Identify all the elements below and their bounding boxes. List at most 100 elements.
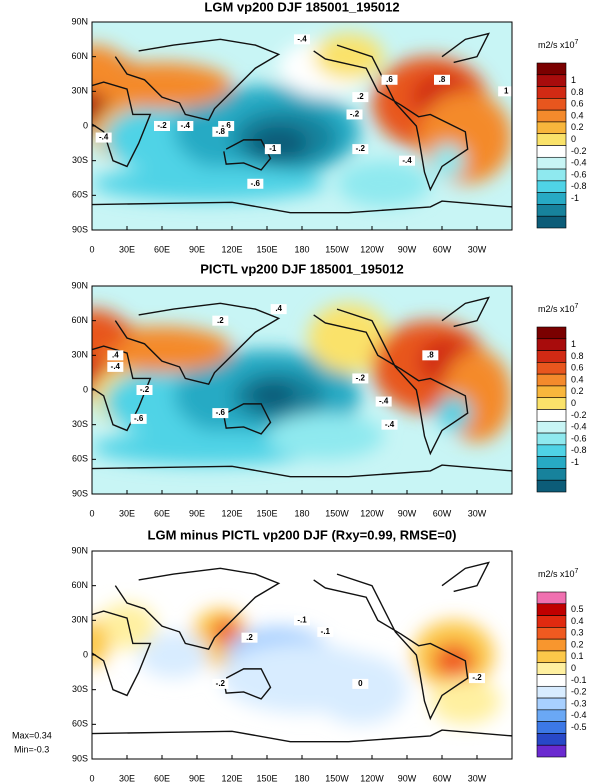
lon-label: 90W bbox=[398, 244, 417, 254]
contour-label: -.2 bbox=[356, 144, 366, 153]
lat-label: 30N bbox=[71, 615, 88, 625]
contour-label: .8 bbox=[427, 350, 434, 359]
contour-label: -.4 bbox=[111, 362, 121, 371]
contour-label: 0 bbox=[358, 679, 363, 688]
min-label: Min=-0.3 bbox=[14, 744, 49, 754]
coastline bbox=[313, 44, 469, 192]
contour-label: -.2 bbox=[350, 110, 360, 119]
lon-label: 150E bbox=[256, 508, 277, 518]
lon-label: 30W bbox=[468, 773, 487, 782]
contour-label-bg bbox=[95, 132, 112, 143]
contour-label-bg bbox=[212, 408, 229, 419]
coastline bbox=[92, 729, 512, 743]
colorbar-label: 0 bbox=[571, 398, 576, 408]
colorbar-box bbox=[536, 362, 567, 375]
colorbar-box bbox=[536, 385, 567, 399]
contour-label-bg bbox=[241, 632, 258, 643]
contour-label: .2 bbox=[217, 316, 224, 325]
contour-label-bg bbox=[346, 109, 363, 120]
colorbar-box bbox=[536, 204, 567, 217]
lon-label: 30E bbox=[119, 508, 135, 518]
coastline bbox=[441, 296, 490, 328]
lon-label: 90W bbox=[398, 773, 417, 782]
lon-label: 60E bbox=[154, 244, 170, 254]
coastline bbox=[114, 302, 281, 386]
colorbar-label: 1 bbox=[571, 339, 576, 349]
colorbar-box bbox=[536, 650, 567, 664]
colorbar-label: 0.5 bbox=[571, 604, 584, 614]
field-blob bbox=[249, 125, 308, 161]
colorbar-label: -0.3 bbox=[571, 698, 587, 708]
field-blob bbox=[92, 620, 110, 667]
field-blob bbox=[313, 655, 408, 725]
max-label: Max=0.34 bbox=[12, 730, 52, 740]
colorbar-label: -1 bbox=[571, 193, 579, 203]
coastline bbox=[92, 464, 512, 478]
colorbar-box bbox=[536, 62, 567, 76]
contour-label-bg bbox=[352, 92, 369, 103]
contour-label-bg bbox=[375, 396, 392, 407]
colorbar-box bbox=[536, 603, 567, 616]
colorbar-box bbox=[536, 709, 567, 722]
lon-label: 90E bbox=[189, 508, 205, 518]
contour-label-bg bbox=[317, 626, 334, 637]
colorbar-label: 0.6 bbox=[571, 99, 584, 109]
contour-label-bg bbox=[218, 121, 235, 131]
contour-label: 1 bbox=[504, 86, 509, 95]
contour-label-bg bbox=[154, 121, 170, 131]
lat-label: 90S bbox=[72, 753, 88, 763]
colorbar-label: -0.2 bbox=[571, 687, 587, 697]
lat-label: 60N bbox=[71, 580, 88, 590]
colorbar-box bbox=[536, 156, 567, 170]
lat-label: 30N bbox=[71, 350, 88, 360]
colorbar-box bbox=[536, 74, 567, 87]
field-blob bbox=[267, 413, 384, 460]
colorbar-label: -0.8 bbox=[571, 445, 587, 455]
contour-label: -1 bbox=[269, 144, 277, 153]
contour-label: -.6 bbox=[221, 121, 231, 130]
contour-label: -.4 bbox=[402, 156, 412, 165]
colorbar-box bbox=[536, 215, 567, 229]
coastline bbox=[441, 561, 490, 593]
contour-label-bg bbox=[212, 678, 229, 689]
colorbar-box bbox=[536, 456, 567, 469]
colorbar-label: 0.8 bbox=[571, 351, 584, 361]
contour-label-bg bbox=[422, 350, 439, 361]
lat-label: 90N bbox=[71, 545, 88, 555]
colorbar-label: -0.2 bbox=[571, 146, 587, 156]
colorbar-box bbox=[536, 744, 567, 758]
lon-label: 30W bbox=[468, 508, 487, 518]
contour-label-bg bbox=[270, 304, 287, 315]
unit-text: m2/s x10 bbox=[538, 569, 575, 579]
colorbar-label: -0.4 bbox=[571, 422, 587, 432]
contour-label-bg bbox=[130, 413, 147, 424]
lon-label: 90E bbox=[189, 244, 205, 254]
lon-label: 60W bbox=[433, 773, 452, 782]
field-blob bbox=[430, 143, 466, 179]
colorbar-label: 0.2 bbox=[571, 122, 584, 132]
contour-label-bg bbox=[212, 126, 229, 137]
colorbar-label: 0.3 bbox=[571, 628, 584, 638]
colorbar-box bbox=[536, 192, 567, 205]
colorbar-unit: m2/s x107 bbox=[538, 303, 579, 315]
contour-label: .8 bbox=[439, 75, 446, 84]
colorbar-label: -0.6 bbox=[571, 433, 587, 443]
contour-label: -.2 bbox=[216, 679, 226, 688]
contour-label: -.4 bbox=[99, 133, 109, 142]
colorbar-label: -0.2 bbox=[571, 410, 587, 420]
coastline bbox=[92, 200, 512, 214]
colorbar-label: -0.8 bbox=[571, 181, 587, 191]
colorbar-label: -0.6 bbox=[571, 169, 587, 179]
contour-label: -.4 bbox=[181, 121, 191, 130]
contour-label: .4 bbox=[112, 350, 119, 359]
lat-label: 60S bbox=[72, 190, 88, 200]
contour-label: -.6 bbox=[216, 408, 226, 417]
contour-label-bg bbox=[294, 34, 310, 45]
lon-label: 180 bbox=[294, 244, 309, 254]
colorbar-label: 0.2 bbox=[571, 639, 584, 649]
field-blob bbox=[313, 33, 384, 80]
field-blob bbox=[249, 381, 297, 410]
colorbar-box bbox=[536, 326, 567, 340]
coastline bbox=[441, 32, 490, 64]
